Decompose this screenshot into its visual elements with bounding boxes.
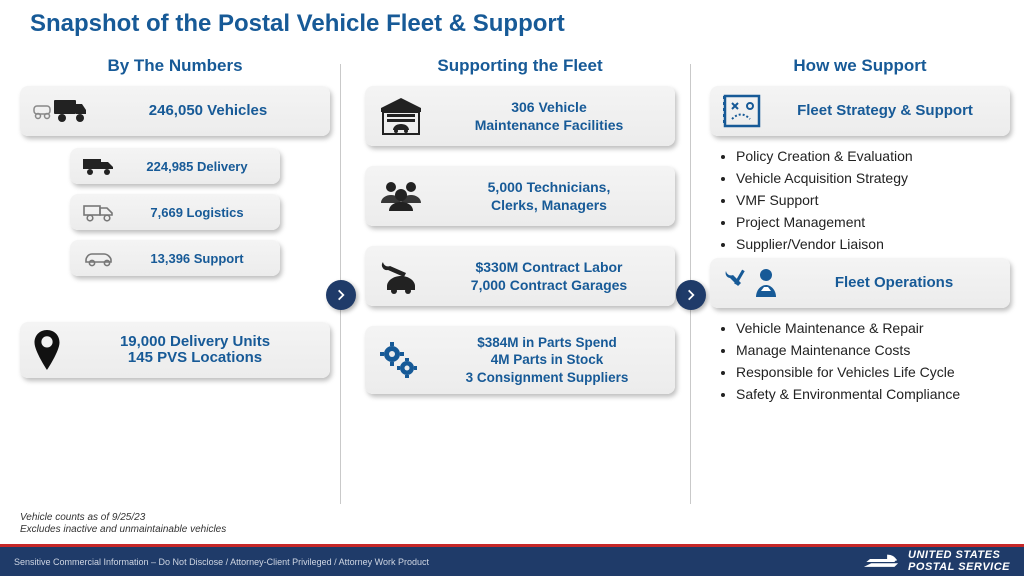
playbook-icon (722, 93, 762, 129)
pill-locations: 19,000 Delivery Units 145 PVS Locations (20, 322, 330, 378)
pill-operations: Fleet Operations (710, 258, 1010, 308)
pill-parts: $384M in Parts Spend 4M Parts in Stock 3… (365, 326, 675, 394)
support-label: 13,396 Support (126, 251, 268, 266)
slide-root: Snapshot of the Postal Vehicle Fleet & S… (0, 0, 1024, 576)
staff-l1: 5,000 Technicians, (488, 179, 611, 195)
strategy-bullet: Vehicle Acquisition Strategy (736, 170, 1010, 186)
logistics-truck-icon (82, 202, 116, 222)
wrench-car-icon (377, 256, 425, 296)
strategy-label: Fleet Strategy & Support (772, 103, 998, 120)
contract-l1: $330M Contract Labor (475, 259, 622, 275)
strategy-bullets: Policy Creation & Evaluation Vehicle Acq… (710, 148, 1010, 252)
gears-icon (377, 338, 421, 382)
parts-l1: $384M in Parts Spend (477, 335, 617, 350)
staff-label: 5,000 Technicians, Clerks, Managers (435, 178, 663, 214)
parts-label: $384M in Parts Spend 4M Parts in Stock 3… (431, 334, 663, 387)
vmf-label: 306 Vehicle Maintenance Facilities (435, 98, 663, 134)
delivery-truck-icon (82, 156, 116, 176)
contract-label: $330M Contract Labor 7,000 Contract Gara… (435, 258, 663, 294)
pill-vmf: 306 Vehicle Maintenance Facilities (365, 86, 675, 146)
col2-heading: Supporting the Fleet (365, 56, 675, 76)
truck-fleet-icon (32, 96, 88, 126)
garage-icon (377, 96, 425, 136)
locations-label: 19,000 Delivery Units 145 PVS Locations (72, 334, 318, 367)
locations-line2: 145 PVS Locations (128, 349, 262, 366)
footer-brand: UNITED STATES POSTAL SERVICE (862, 550, 1010, 573)
usps-eagle-icon (862, 551, 900, 573)
vehicles-label: 246,050 Vehicles (98, 103, 318, 120)
brand-text: UNITED STATES POSTAL SERVICE (908, 550, 1010, 573)
strategy-bullet: VMF Support (736, 192, 1010, 208)
strategy-bullet: Project Management (736, 214, 1010, 230)
staff-l2: Clerks, Managers (491, 197, 607, 213)
parts-l2: 4M Parts in Stock (491, 352, 604, 367)
pill-vehicles: 246,050 Vehicles (20, 86, 330, 136)
arrow-circle-2 (676, 280, 706, 310)
vmf-l1: 306 Vehicle (511, 99, 587, 115)
people-group-icon (377, 179, 425, 213)
footer-disclaimer: Sensitive Commercial Information – Do No… (14, 557, 429, 567)
column-how-we-support: How we Support Fleet Strategy & Support … (710, 56, 1010, 408)
col3-heading: How we Support (710, 56, 1010, 76)
pill-contract: $330M Contract Labor 7,000 Contract Gara… (365, 246, 675, 306)
parts-l3: 3 Consignment Suppliers (466, 370, 629, 385)
brand-l2: POSTAL SERVICE (908, 561, 1010, 573)
vmf-l2: Maintenance Facilities (475, 117, 624, 133)
pill-delivery: 224,985 Delivery (70, 148, 280, 184)
arrow-circle-1 (326, 280, 356, 310)
operations-label: Fleet Operations (790, 275, 998, 292)
pill-strategy: Fleet Strategy & Support (710, 86, 1010, 136)
footnote: Vehicle counts as of 9/25/23 Excludes in… (20, 512, 226, 536)
operations-bullets: Vehicle Maintenance & Repair Manage Main… (710, 320, 1010, 402)
column-by-the-numbers: By The Numbers 246,050 Vehicles 224,985 … (20, 56, 330, 390)
footnote-l1: Vehicle counts as of 9/25/23 (20, 512, 145, 523)
ops-bullet: Manage Maintenance Costs (736, 342, 1010, 358)
delivery-label: 224,985 Delivery (126, 159, 268, 174)
pill-logistics: 7,669 Logistics (70, 194, 280, 230)
brand-l1: UNITED STATES (908, 549, 1000, 561)
ops-bullet: Vehicle Maintenance & Repair (736, 320, 1010, 336)
ops-bullet: Responsible for Vehicles Life Cycle (736, 364, 1010, 380)
pill-staff: 5,000 Technicians, Clerks, Managers (365, 166, 675, 226)
pill-support: 13,396 Support (70, 240, 280, 276)
slide-title: Snapshot of the Postal Vehicle Fleet & S… (30, 10, 565, 38)
footer-bar: Sensitive Commercial Information – Do No… (0, 544, 1024, 576)
column-supporting-fleet: Supporting the Fleet 306 Vehicle Mainten… (365, 56, 675, 414)
strategy-bullet: Supplier/Vendor Liaison (736, 236, 1010, 252)
logistics-label: 7,669 Logistics (126, 205, 268, 220)
col1-heading: By The Numbers (20, 56, 330, 76)
ops-bullet: Safety & Environmental Compliance (736, 386, 1010, 402)
footnote-l2: Excludes inactive and unmaintainable veh… (20, 524, 226, 535)
tools-person-icon (722, 265, 780, 301)
locations-line1: 19,000 Delivery Units (120, 333, 270, 350)
strategy-bullet: Policy Creation & Evaluation (736, 148, 1010, 164)
chevron-right-icon (684, 288, 698, 302)
chevron-right-icon (334, 288, 348, 302)
contract-l2: 7,000 Contract Garages (471, 277, 627, 293)
car-icon (82, 249, 116, 267)
location-pin-icon (32, 330, 62, 370)
